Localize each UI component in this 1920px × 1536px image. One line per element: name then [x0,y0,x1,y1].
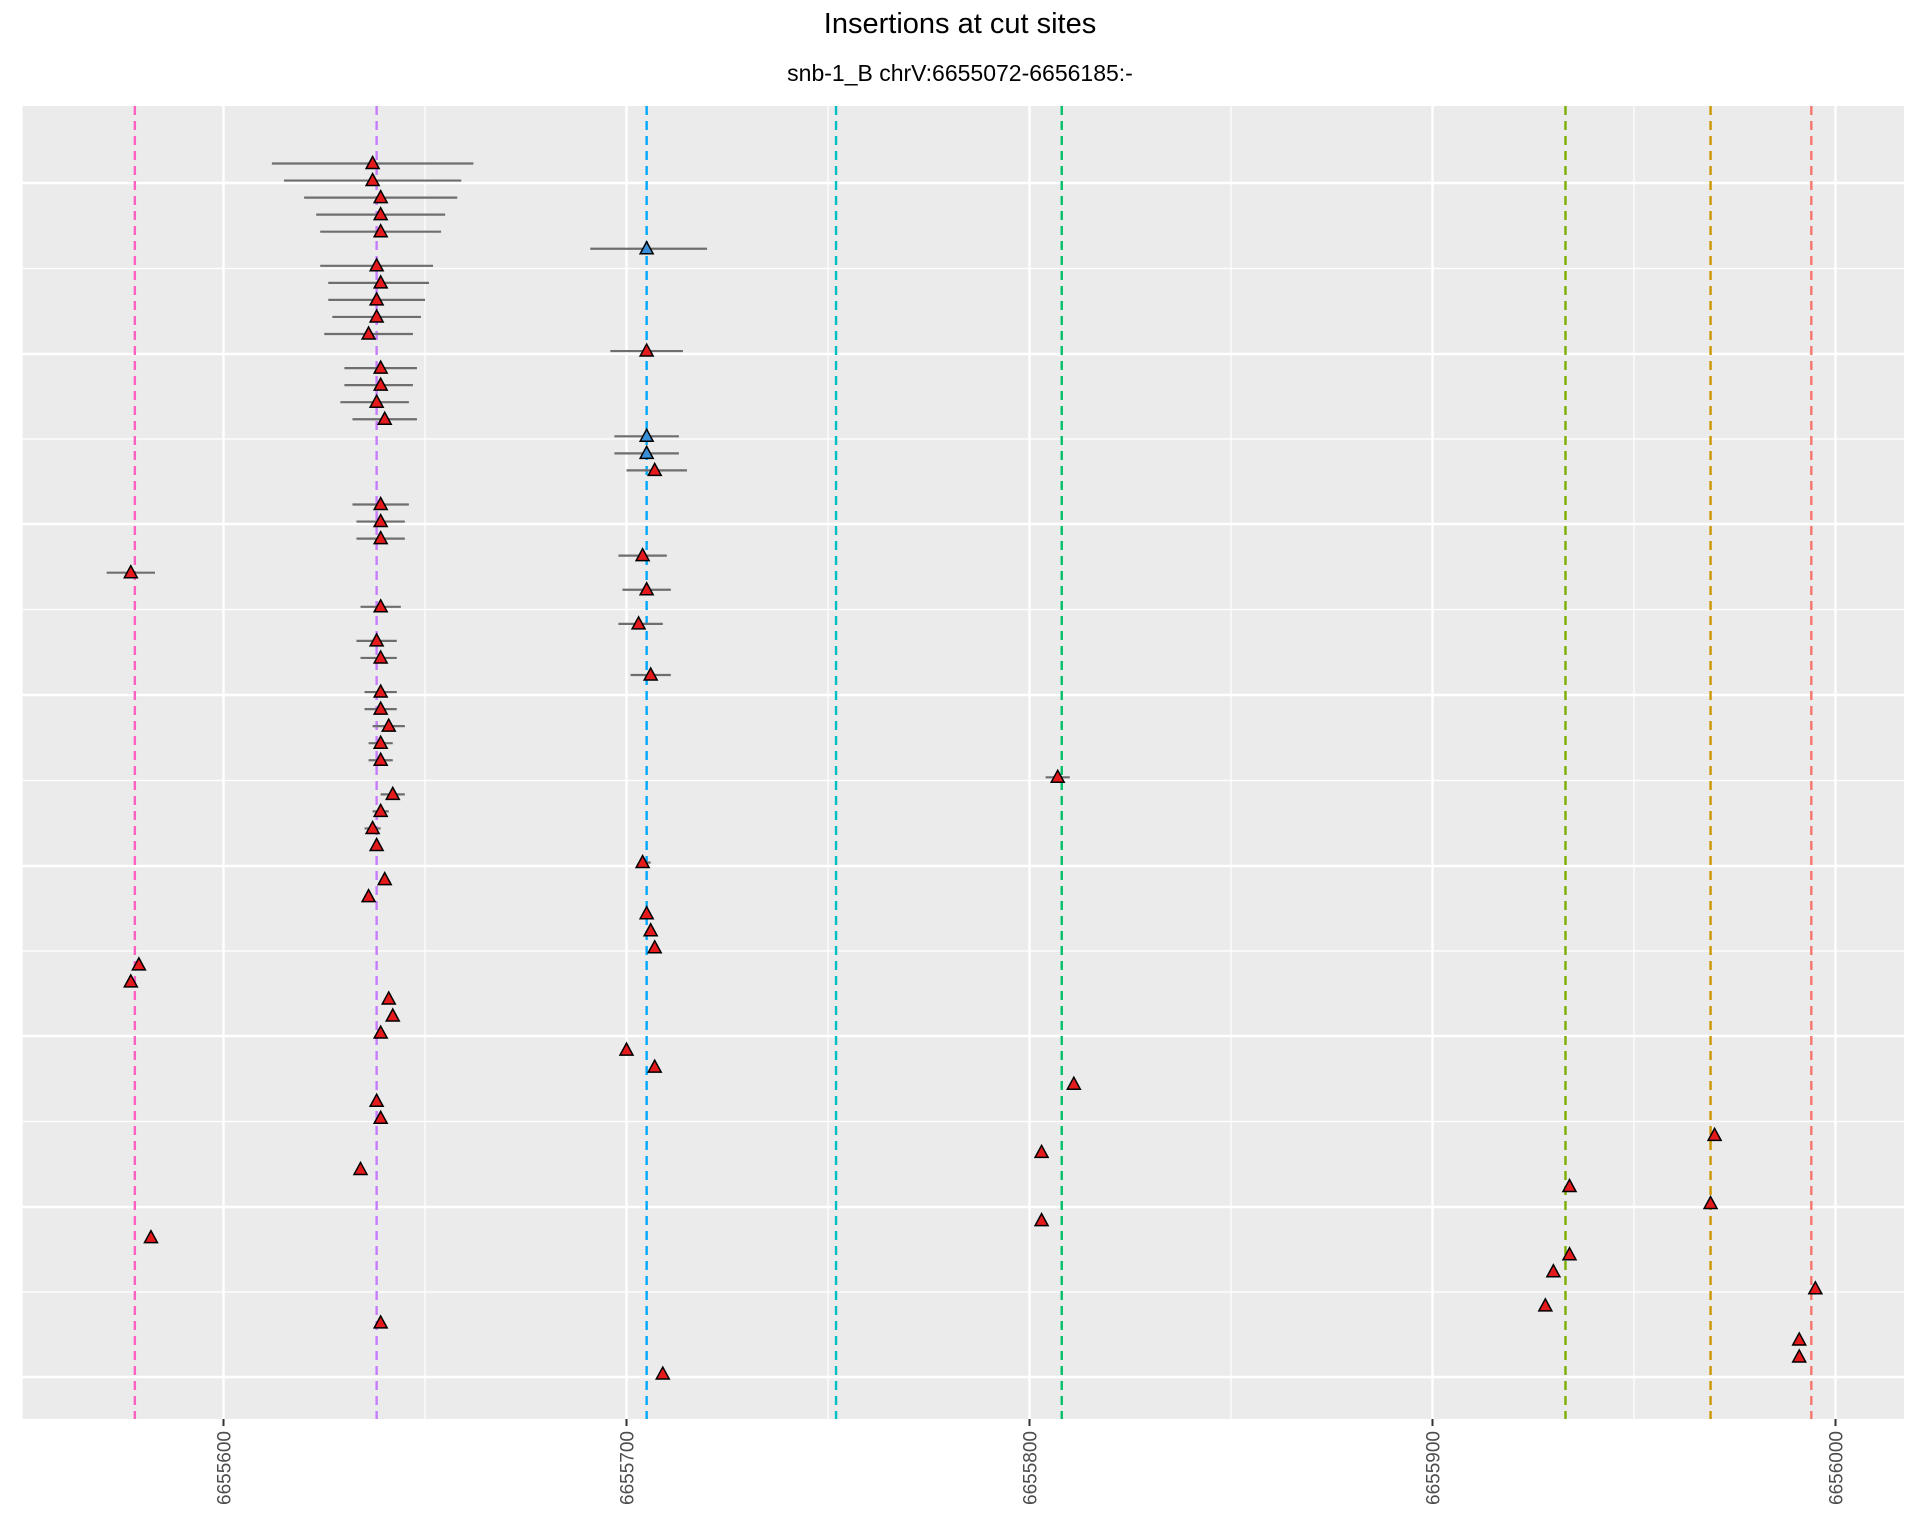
insertion-marker [638,905,655,920]
insertion-marker [131,956,147,971]
insertion-marker [368,393,385,408]
insertion-marker [372,683,389,698]
insertion-marker [372,598,389,613]
insertion-marker [1537,1297,1554,1312]
insertion-marker [123,564,139,579]
x-tick-label: 6655900 [1423,1431,1444,1505]
chart-subtitle: snb-1_B chrV:6655072-6656185:- [787,60,1133,86]
chart-title: Insertions at cut sites [823,8,1097,40]
insertion-marker [143,1229,159,1244]
insertion-marker [368,836,385,852]
insertion-marker [352,1160,369,1176]
insertion-marker [1791,1348,1807,1363]
insertion-marker [1702,1194,1719,1210]
insertion-marker [646,939,663,954]
insertion-marker [364,171,381,187]
insertion-marker [642,922,659,937]
insertion-marker [372,274,389,289]
insertion-marker [372,206,389,221]
cut-site-lines [133,106,1813,1419]
insertion-marker [372,223,389,238]
insertion-markers [123,154,1824,1380]
insertion-marker [364,819,381,835]
insertion-marker [368,1092,385,1107]
insertion-marker [372,495,389,511]
insertion-marker [634,547,651,562]
x-tick-label: 6655800 [1020,1431,1041,1505]
insertion-marker [368,257,385,272]
insertion-marker [1561,1246,1578,1261]
insertion-marker [384,785,401,801]
insertion-marker [372,734,389,749]
insertion-marker [372,359,389,374]
insertion-marker [630,615,647,630]
insertion-marker [372,189,389,204]
insertion-marker [638,342,655,357]
insertion-marker [123,973,139,988]
insertion-marker [384,1007,401,1022]
insertion-marker [372,649,389,664]
insertion-marker [1049,768,1066,784]
insertion-marker [646,461,663,477]
insertion-marker [372,1314,389,1329]
major-gridlines [22,106,1904,1419]
insertion-marker [1791,1331,1807,1346]
insertion-marker [380,990,397,1005]
insertion-marker [372,700,389,715]
insertion-marker [360,325,377,340]
insertion-marker [360,888,377,903]
x-axis-ticks [222,1419,1837,1426]
insertion-marker [372,802,389,818]
x-tick-label: 6656000 [1826,1431,1847,1505]
insertion-marker [372,751,389,766]
insertion-marker [638,581,655,596]
insertion-marker [646,1058,663,1073]
insertion-marker [1066,1075,1082,1090]
x-tick-label: 6655600 [214,1431,235,1505]
insertion-marker [372,1109,389,1125]
insertion-marker [364,154,381,170]
insertion-marker [638,427,655,443]
insertion-marker [368,632,385,647]
insertion-marker [638,240,655,255]
insertion-marker [1706,1126,1723,1142]
insertion-marker [376,871,393,886]
insertion-marker [655,1365,671,1380]
insertion-marker [372,530,389,545]
insertion-marker [634,853,651,869]
insertion-marker [1033,1212,1050,1227]
plot-panel [22,106,1904,1419]
insertion-marker [618,1041,635,1056]
x-axis-tick-labels: 6655600 6655700 6655800 6655900 6656000 [214,1431,1847,1505]
insertion-marker [376,410,393,425]
insertion-marker [380,717,397,732]
x-tick-label: 6655700 [617,1431,638,1505]
insertion-marker [372,512,389,528]
insertion-marker [372,1024,389,1039]
insertion-marker [1033,1143,1050,1159]
insertion-marker [368,308,385,323]
insertion-marker [642,666,659,681]
insertion-marker [1561,1177,1578,1193]
insertion-marker [368,291,385,306]
insertion-marker [1807,1280,1824,1295]
insertion-marker [372,376,389,391]
minor-gridlines [21,106,1904,1419]
insertion-marker [638,444,655,460]
insertion-marker [1545,1263,1562,1278]
